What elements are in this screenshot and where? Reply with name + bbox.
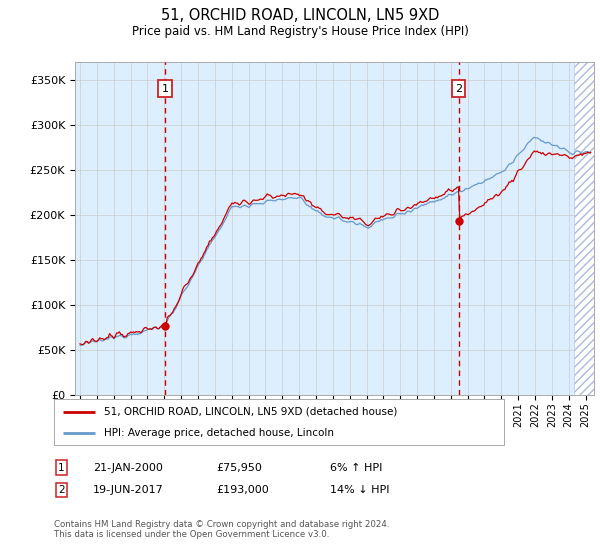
Text: 2: 2 <box>455 83 462 94</box>
Text: 1: 1 <box>161 83 169 94</box>
Text: 51, ORCHID ROAD, LINCOLN, LN5 9XD (detached house): 51, ORCHID ROAD, LINCOLN, LN5 9XD (detac… <box>104 407 397 417</box>
Text: 1: 1 <box>58 463 65 473</box>
Text: 6% ↑ HPI: 6% ↑ HPI <box>330 463 382 473</box>
Text: £75,950: £75,950 <box>216 463 262 473</box>
Text: 19-JUN-2017: 19-JUN-2017 <box>93 485 164 495</box>
Text: Contains HM Land Registry data © Crown copyright and database right 2024.
This d: Contains HM Land Registry data © Crown c… <box>54 520 389 539</box>
Text: 51, ORCHID ROAD, LINCOLN, LN5 9XD: 51, ORCHID ROAD, LINCOLN, LN5 9XD <box>161 8 439 24</box>
Text: HPI: Average price, detached house, Lincoln: HPI: Average price, detached house, Linc… <box>104 428 334 438</box>
Text: 14% ↓ HPI: 14% ↓ HPI <box>330 485 389 495</box>
Text: £193,000: £193,000 <box>216 485 269 495</box>
Text: Price paid vs. HM Land Registry's House Price Index (HPI): Price paid vs. HM Land Registry's House … <box>131 25 469 38</box>
Text: 21-JAN-2000: 21-JAN-2000 <box>93 463 163 473</box>
Text: 2: 2 <box>58 485 65 495</box>
